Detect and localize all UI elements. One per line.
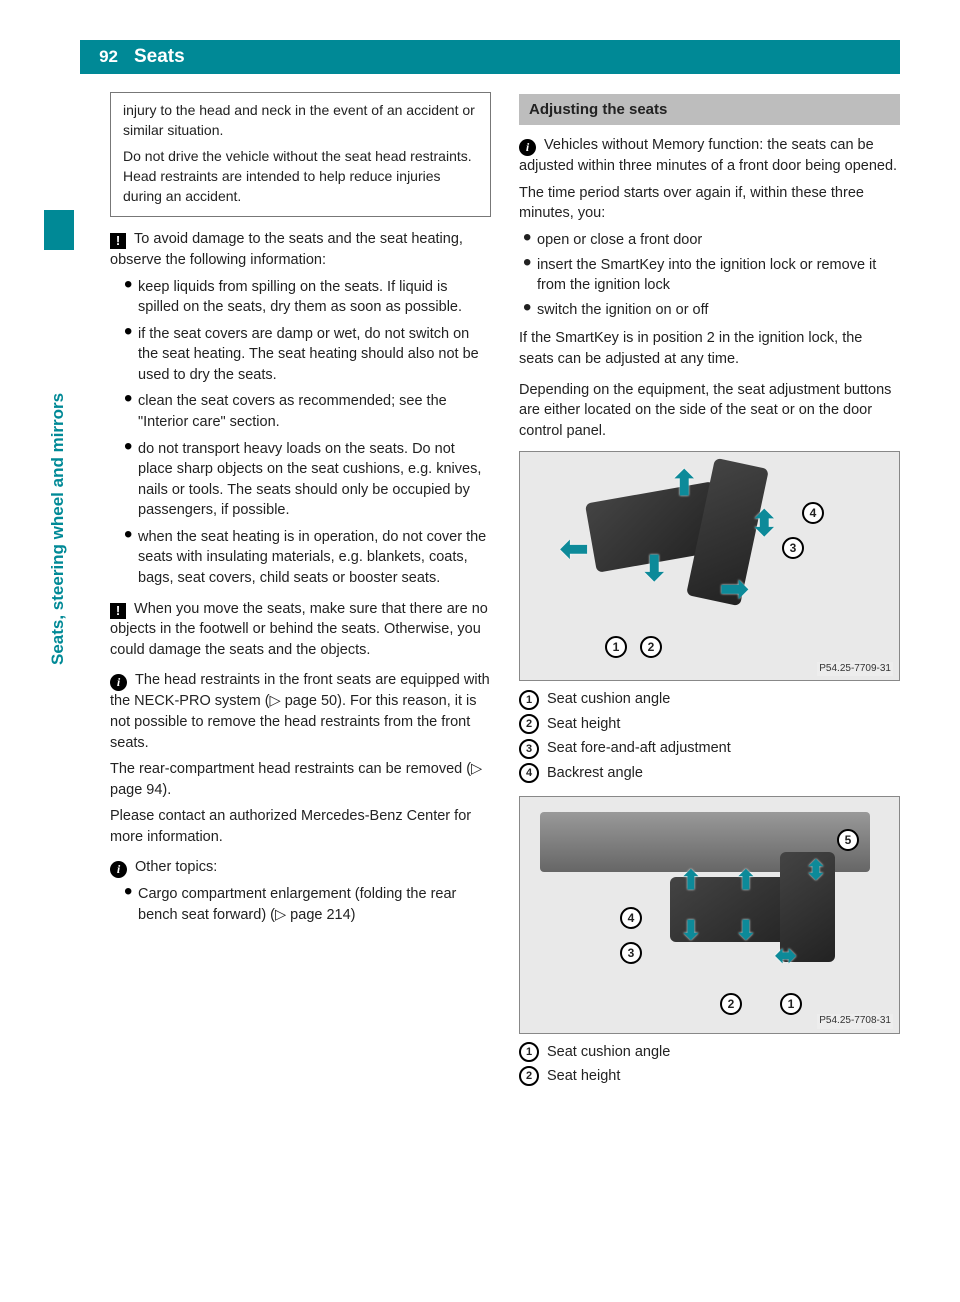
move-seats-notice: ! When you move the seats, make sure tha… [110, 599, 491, 661]
legend-row: 2 Seat height [519, 714, 900, 735]
page-header: 92 Seats [80, 40, 900, 74]
right-column: Adjusting the seats i Vehicles without M… [519, 92, 900, 1099]
info-text: Vehicles without Memory function: the se… [519, 137, 897, 174]
callout-3: 3 [782, 537, 804, 559]
info-text: If the SmartKey is in position 2 in the … [519, 328, 900, 369]
legend-num: 2 [519, 1066, 539, 1086]
figure2-legend: 1 Seat cushion angle 2 Seat height [519, 1042, 900, 1087]
figure-door-panel: ⬆ ⬇ ⬆ ⬇ ⬍ ⬌ 5 4 3 2 1 P54.25-7708-31 [519, 796, 900, 1034]
bullet-item: when the seat heating is in operation, d… [124, 527, 491, 589]
info-icon: i [110, 861, 127, 878]
damage-notice: ! To avoid damage to the seats and the s… [110, 229, 491, 588]
notice-lead: To avoid damage to the seats and the sea… [110, 231, 463, 268]
content-columns: injury to the head and neck in the event… [110, 92, 900, 1099]
arrow-right-icon: ➡ [720, 572, 749, 606]
section-heading: Adjusting the seats [519, 94, 900, 125]
info-text: The rear-compartment head restraints can… [110, 759, 491, 800]
other-topics-list: Cargo compartment enlargement (folding t… [110, 884, 491, 925]
conditions-list: open or close a front door insert the Sm… [519, 230, 900, 320]
figure-seat-side: ⬅ ⬆ ⬇ ⬍ ➡ 1 2 3 4 P54.25-7709-31 [519, 451, 900, 681]
bullet-item: keep liquids from spilling on the seats.… [124, 277, 491, 318]
legend-label: Backrest angle [547, 763, 643, 784]
legend-row: 1 Seat cushion angle [519, 689, 900, 710]
callout-5: 5 [837, 829, 859, 851]
bullet-item: Cargo compartment enlargement (folding t… [124, 884, 491, 925]
warning-text: Do not drive the vehicle without the sea… [123, 147, 478, 207]
arrow-leftright-icon: ⬌ [775, 942, 797, 968]
side-tab: Seats, steering wheel and mirrors [44, 250, 74, 670]
figure-caption: P54.25-7708-31 [817, 1014, 893, 1028]
arrow-updown-icon: ⬍ [805, 857, 827, 883]
callout-1: 1 [605, 636, 627, 658]
figure1-legend: 1 Seat cushion angle 2 Seat height 3 Seat f… [519, 689, 900, 783]
callout-1: 1 [780, 993, 802, 1015]
legend-num: 1 [519, 1042, 539, 1062]
callout-2: 2 [640, 636, 662, 658]
arrow-down-icon: ⬇ [640, 552, 669, 586]
info-text: The time period starts over again if, wi… [519, 183, 900, 224]
warning-text: injury to the head and neck in the event… [123, 101, 478, 141]
arrow-down-icon: ⬇ [680, 917, 702, 943]
bullet-item: clean the seat covers as recommended; se… [124, 391, 491, 432]
legend-row: 4 Backrest angle [519, 763, 900, 784]
arrow-up-icon: ⬆ [670, 467, 699, 501]
info-other-topics: i Other topics: Cargo compartment enlarg… [110, 857, 491, 925]
bullet-item: open or close a front door [523, 230, 900, 251]
arrow-left-icon: ⬅ [560, 532, 589, 566]
notice-bullet-list: keep liquids from spilling on the seats.… [110, 277, 491, 589]
arrow-up-icon: ⬆ [680, 867, 702, 893]
exclamation-icon: ! [110, 233, 126, 249]
figure-caption: P54.25-7709-31 [817, 662, 893, 676]
legend-label: Seat cushion angle [547, 1042, 670, 1063]
bullet-item: do not transport heavy loads on the seat… [124, 439, 491, 521]
bullet-item: insert the SmartKey into the ignition lo… [523, 255, 900, 296]
arrow-updown-icon: ⬍ [750, 507, 779, 541]
warning-box: injury to the head and neck in the event… [110, 92, 491, 217]
arrow-down-icon: ⬇ [735, 917, 757, 943]
info-text: The head restraints in the front seats a… [110, 672, 490, 750]
page-title: Seats [126, 46, 185, 68]
callout-2: 2 [720, 993, 742, 1015]
legend-label: Seat height [547, 1066, 620, 1087]
arrow-up-icon: ⬆ [735, 867, 757, 893]
manual-page: 92 Seats Seats, steering wheel and mirro… [0, 0, 960, 1302]
body-text: Depending on the equipment, the seat adj… [519, 380, 900, 442]
legend-row: 1 Seat cushion angle [519, 1042, 900, 1063]
info-neckpro: i The head restraints in the front seats… [110, 670, 491, 847]
bullet-item: if the seat covers are damp or wet, do n… [124, 324, 491, 386]
info-lead: Other topics: [135, 859, 217, 875]
callout-3: 3 [620, 942, 642, 964]
legend-num: 2 [519, 714, 539, 734]
info-icon: i [110, 674, 127, 691]
callout-4: 4 [802, 502, 824, 524]
callout-4: 4 [620, 907, 642, 929]
info-memory-function: i Vehicles without Memory function: the … [519, 135, 900, 369]
notice-text: When you move the seats, make sure that … [110, 601, 488, 658]
bullet-item: switch the ignition on or off [523, 300, 900, 321]
legend-label: Seat height [547, 714, 620, 735]
exclamation-icon: ! [110, 603, 126, 619]
info-text: Please contact an authorized Mercedes-Be… [110, 806, 491, 847]
legend-row: 3 Seat fore-and-aft adjustment [519, 738, 900, 759]
legend-row: 2 Seat height [519, 1066, 900, 1087]
info-icon: i [519, 139, 536, 156]
legend-num: 1 [519, 690, 539, 710]
page-number: 92 [80, 47, 126, 67]
legend-num: 3 [519, 739, 539, 759]
side-tab-marker [44, 210, 74, 250]
side-tab-label: Seats, steering wheel and mirrors [48, 245, 68, 665]
legend-label: Seat cushion angle [547, 689, 670, 710]
left-column: injury to the head and neck in the event… [110, 92, 491, 1099]
legend-num: 4 [519, 763, 539, 783]
legend-label: Seat fore-and-aft adjustment [547, 738, 731, 759]
